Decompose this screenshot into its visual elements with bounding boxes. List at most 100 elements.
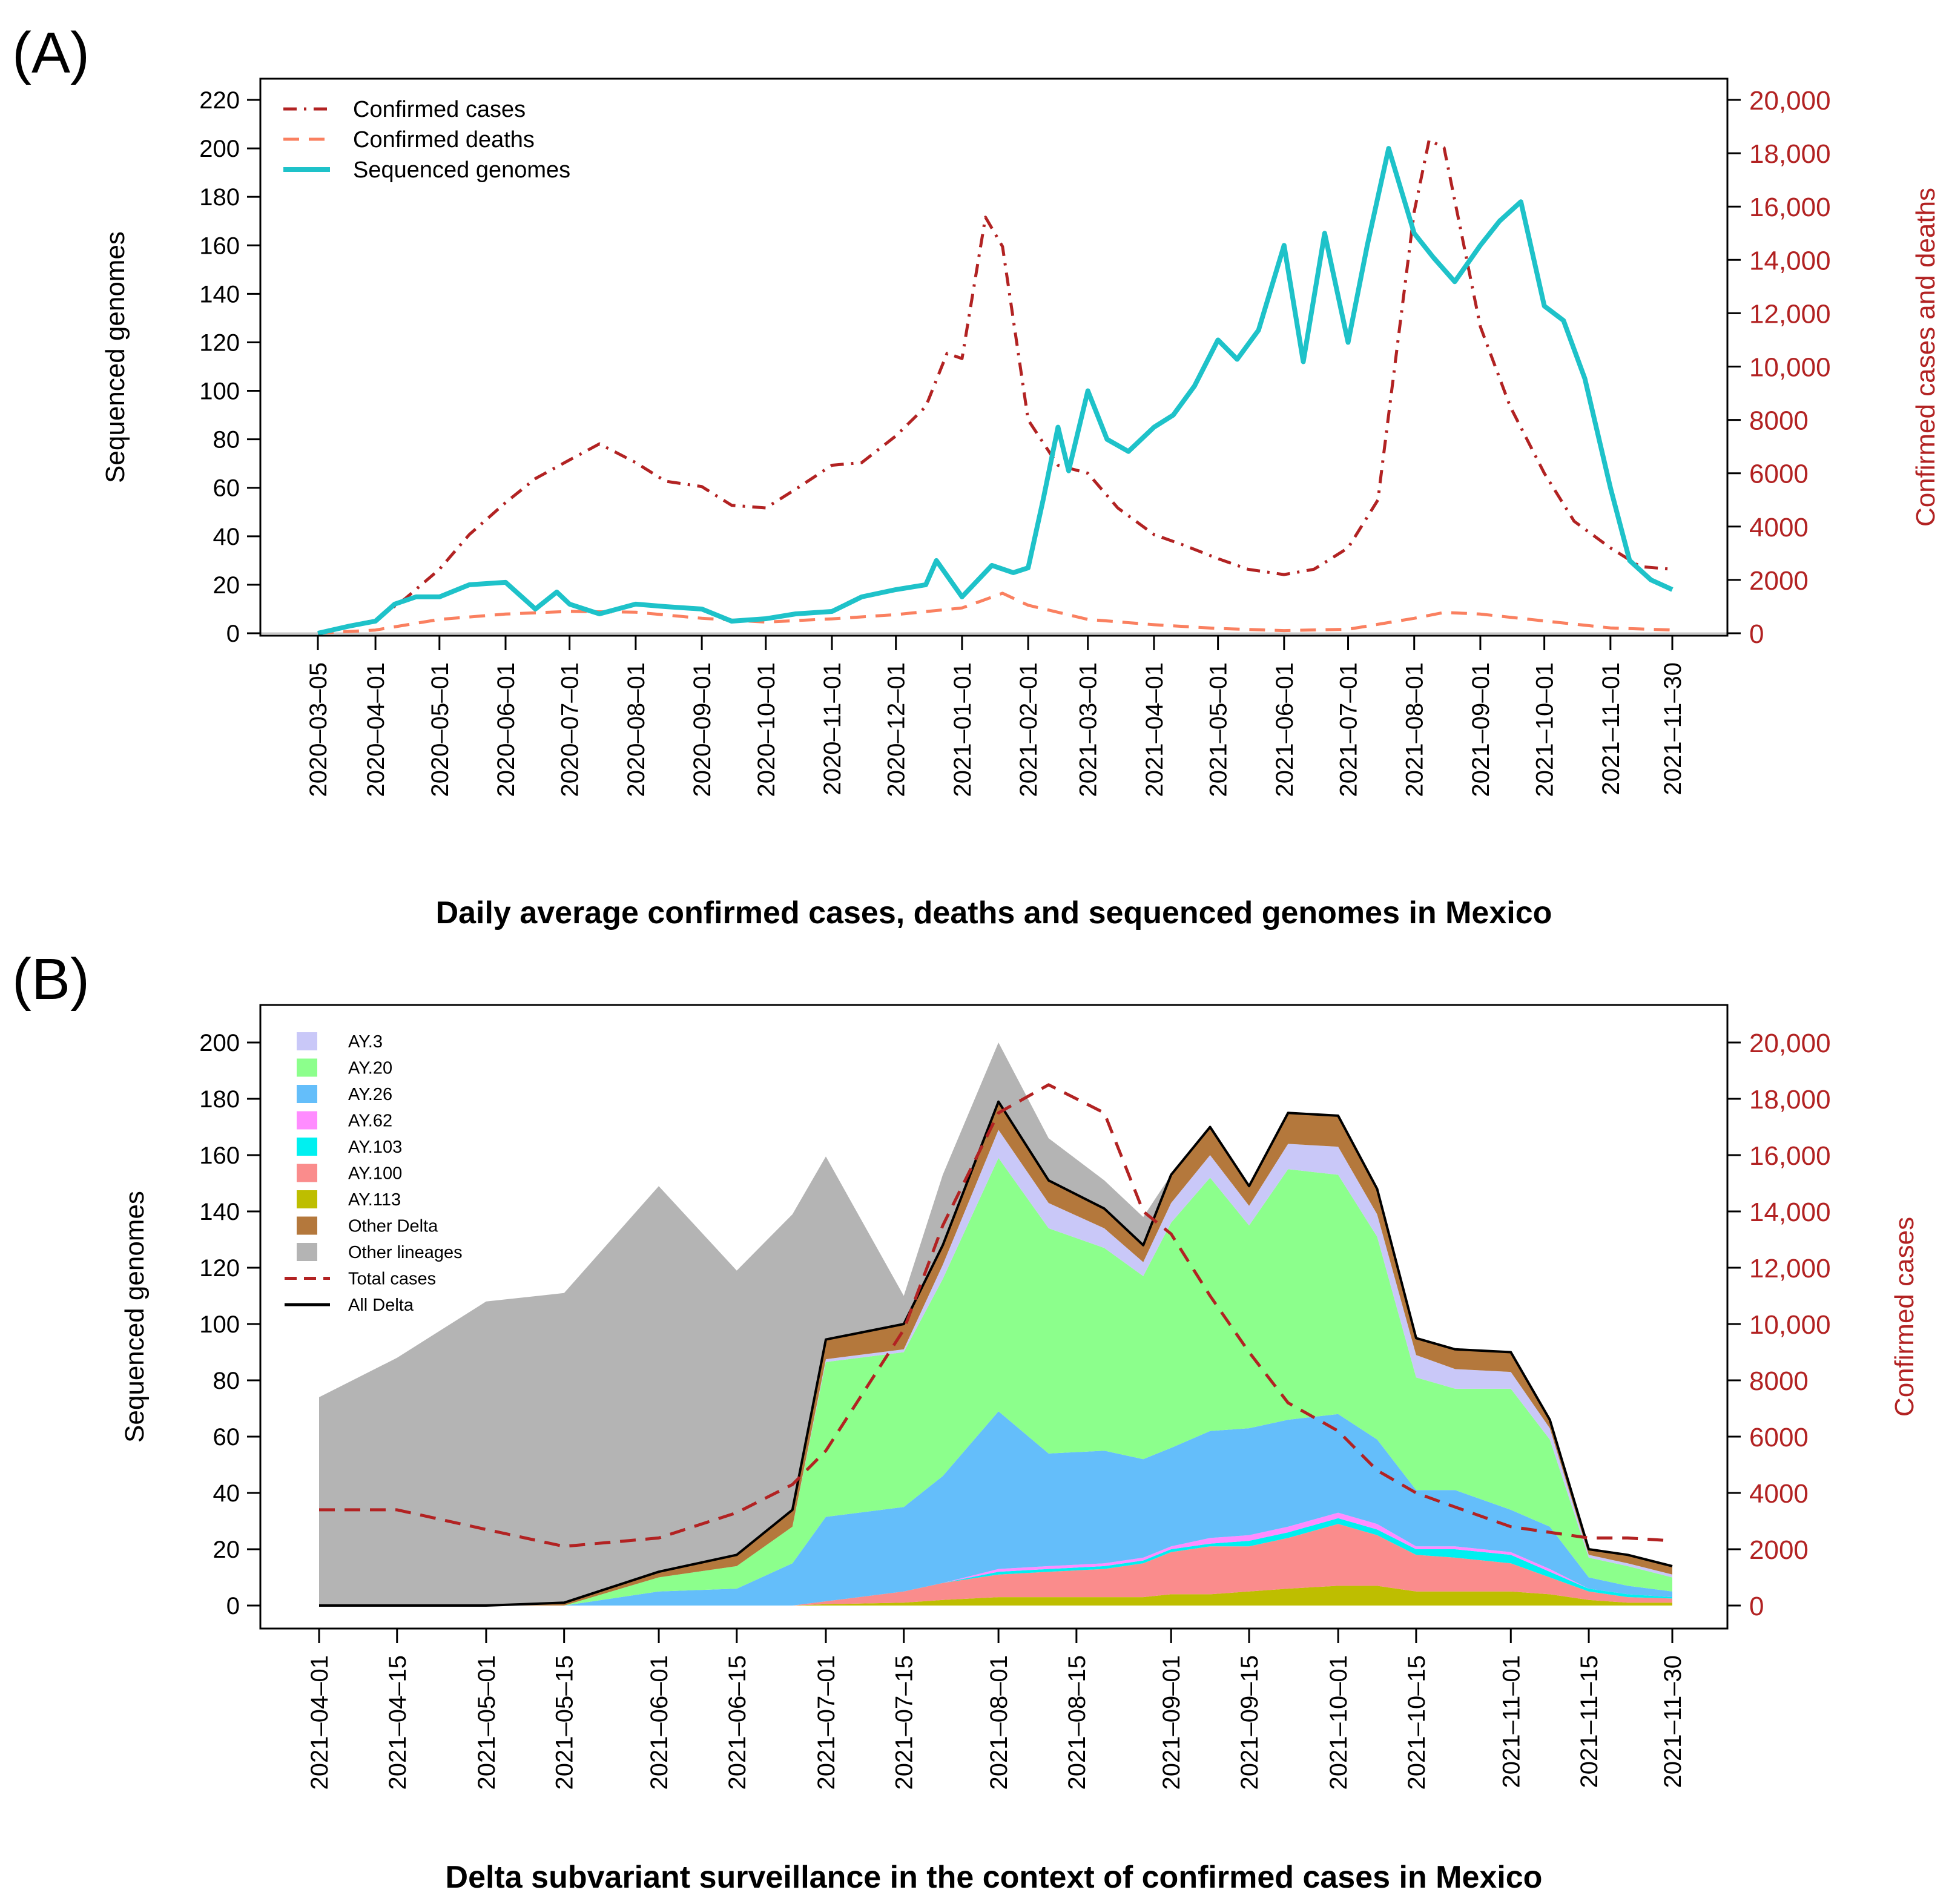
x-tick-label-a: 2021–10–01 [1532,662,1558,797]
y-tick-label-a: 120 [199,329,240,356]
x-tick-label-a: 2020–06–01 [493,662,519,797]
y-right-tick-label-b: 20,000 [1749,1029,1831,1058]
x-tick-label-b: 2021–10–01 [1325,1655,1352,1790]
panel-label-a: (A) [12,21,90,85]
y-right-tick-label-a: 4000 [1749,513,1809,542]
x-tick-label-a: 2021–04–01 [1141,662,1168,797]
x-tick-label-a: 2020–11–01 [819,662,846,796]
x-tick-label-a: 2021–02–01 [1015,662,1042,797]
legend-label-a: Sequenced genomes [353,157,570,183]
legend-label-a: Confirmed deaths [353,127,535,153]
y-tick-label-b: 0 [226,1593,240,1619]
x-tick-label-a: 2021–08–01 [1402,662,1428,797]
y-axis-right-label-b: Confirmed cases [1890,1217,1919,1417]
x-tick-label-a: 2021–05–01 [1205,662,1232,797]
x-tick-label-b: 2021–07–15 [891,1655,918,1790]
y-right-tick-label-b: 18,000 [1749,1085,1831,1115]
x-tick-label-a: 2020–05–01 [427,662,453,797]
x-tick-label-b: 2021–06–15 [724,1655,751,1790]
x-tick-label-b: 2021–05–15 [552,1655,578,1790]
x-tick-label-b: 2021–11–15 [1576,1655,1603,1788]
y-tick-label-b: 80 [213,1368,240,1394]
x-tick-label-b: 2021–08–15 [1064,1655,1090,1790]
x-tick-label-a: 2021–09–01 [1468,662,1494,797]
x-tick-label-a: 2021–11–30 [1660,662,1686,796]
chart-panel-a: 0 20 40 60 80 100 120 140 160 180 200 220 0 2000 4000… [101,77,1941,931]
legend-swatch-b [297,1138,317,1156]
y-right-tick-label-b: 8000 [1749,1366,1809,1396]
area-ay-100 [319,1524,1672,1606]
legend-swatch-b [297,1085,317,1103]
legend-swatch-b [297,1164,317,1182]
x-tick-label-b: 2021–09–01 [1158,1655,1185,1790]
panel-label-b: (B) [12,947,90,1012]
x-tick-label-a: 2021–03–01 [1075,662,1102,797]
x-tick-label-a: 2020–04–01 [363,662,389,797]
series-line-confirmed-deaths [317,591,1673,635]
legend-swatch-b [297,1111,317,1130]
legend-b: AY.3 AY.20 AY.26 AY.62 AY.103 AY.100 AY.113 Oth… [285,1032,463,1315]
y-right-tick-label-b: 14,000 [1749,1197,1831,1227]
legend-swatch-b [297,1058,317,1077]
x-tick-label-b: 2021–10–15 [1403,1655,1430,1790]
legend-label-b: AY.3 [348,1032,383,1052]
legend-label-b: AY.62 [348,1112,392,1131]
series-line-confirmed-cases [317,138,1673,635]
x-tick-label-a: 2020–07–01 [557,662,584,797]
y-right-tick-label-a: 0 [1749,619,1764,649]
legend-swatch-b [297,1190,317,1208]
legend-label-b: Other lineages [348,1243,463,1262]
x-tick-label-b: 2021–04–15 [384,1655,411,1790]
y-right-tick-label-a: 8000 [1749,406,1809,436]
x-tick-label-b: 2021–07–01 [813,1655,840,1790]
y-tick-label-b: 40 [213,1480,240,1507]
y-tick-label-b: 180 [199,1086,240,1113]
y-right-tick-label-a: 20,000 [1749,86,1831,116]
x-tick-label-a: 2021–07–01 [1336,662,1362,797]
x-tick-label-b: 2021–09–15 [1236,1655,1263,1790]
x-tick-label-b: 2021–11–30 [1660,1655,1686,1788]
x-tick-label-b: 2021–08–01 [986,1655,1012,1790]
chart-title-a: Daily average confirmed cases, deaths an… [436,895,1552,931]
area-ay-26 [319,1411,1672,1606]
x-tick-label-a: 2021–06–01 [1271,662,1298,797]
series-line-total-cases [319,1083,1673,1548]
y-tick-label-a: 40 [213,524,240,550]
y-right-tick-label-b: 12,000 [1749,1254,1831,1283]
x-tick-label-a: 2020–08–01 [623,662,650,797]
y-right-tick-label-b: 6000 [1749,1423,1809,1452]
legend-a: Confirmed cases Confirmed deaths Sequenced… [283,97,570,183]
y-right-tick-label-b: 16,000 [1749,1141,1831,1171]
y-right-tick-label-a: 2000 [1749,566,1809,596]
y-axis-label-a: Sequenced genomes [101,231,130,483]
y-tick-label-a: 20 [213,572,240,599]
series-line-all-delta [319,1100,1673,1607]
y-tick-label-b: 20 [213,1537,240,1563]
y-tick-label-a: 100 [199,378,240,405]
y-tick-label-a: 140 [199,281,240,308]
x-tick-label-b: 2021–05–01 [473,1655,500,1790]
y-tick-label-a: 160 [199,232,240,259]
y-axis-right-label-a: Confirmed cases and deaths [1911,188,1941,527]
x-tick-label-b: 2021–04–01 [306,1655,333,1790]
y-tick-label-a: 60 [213,475,240,502]
legend-swatch-b [297,1216,317,1235]
legend-label-b: AY.26 [348,1085,392,1104]
chart-panel-b: 0 20 40 60 80 100 120 140 160 180 200 0 2000 4000 600… [120,1004,1919,1895]
y-right-tick-label-a: 14,000 [1749,246,1831,275]
x-tick-label-a: 2021–01–01 [949,662,976,797]
legend-swatch-b [297,1243,317,1261]
y-axis-label-b: Sequenced genomes [120,1191,150,1443]
x-tick-label-b: 2021–11–01 [1498,1655,1525,1788]
area-other-lineages [319,1043,1672,1606]
x-tick-label-b: 2021–06–01 [646,1655,673,1790]
legend-label-b: AY.103 [348,1138,402,1157]
y-tick-label-a: 180 [199,184,240,211]
area-ay-113 [319,1586,1672,1606]
series-line-sequenced-genomes [317,146,1674,636]
x-tick-label-a: 2020–09–01 [689,662,716,797]
y-right-tick-label-b: 4000 [1749,1479,1809,1509]
y-right-tick-label-b: 2000 [1749,1535,1809,1565]
area-ay-20 [319,1158,1672,1606]
y-right-tick-label-b: 0 [1749,1592,1764,1621]
